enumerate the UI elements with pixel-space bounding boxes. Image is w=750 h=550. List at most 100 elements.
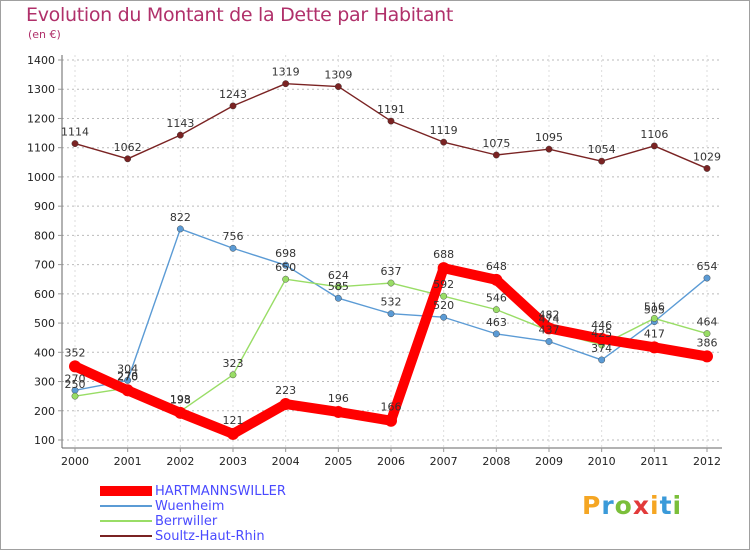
data-point bbox=[648, 341, 661, 354]
data-label: 1309 bbox=[324, 69, 352, 82]
data-label: 193 bbox=[170, 393, 191, 406]
data-label: 688 bbox=[433, 248, 454, 261]
data-point bbox=[69, 360, 81, 373]
y-tick-label: 900 bbox=[34, 200, 55, 213]
legend-label: HARTMANNSWILLER bbox=[155, 484, 286, 499]
data-label: 270 bbox=[117, 370, 138, 383]
data-label: 417 bbox=[644, 327, 665, 340]
y-tick-label: 1100 bbox=[27, 142, 55, 155]
data-point bbox=[334, 294, 342, 302]
data-point bbox=[703, 330, 711, 337]
data-point bbox=[334, 283, 342, 291]
data-label: 516 bbox=[644, 300, 665, 313]
data-label: 198 bbox=[170, 393, 191, 406]
data-point bbox=[229, 102, 237, 110]
data-point bbox=[229, 371, 237, 379]
x-tick-label: 2010 bbox=[588, 455, 616, 468]
data-point bbox=[598, 356, 606, 364]
data-point bbox=[385, 414, 397, 427]
legend-swatch bbox=[100, 520, 152, 522]
x-tick-label: 2007 bbox=[430, 455, 458, 468]
y-tick-label: 700 bbox=[34, 259, 55, 272]
x-tick-label: 2000 bbox=[61, 455, 89, 468]
x-tick-label: 2011 bbox=[640, 455, 668, 468]
data-label: 482 bbox=[539, 308, 560, 321]
y-tick-label: 1400 bbox=[27, 54, 55, 67]
data-point bbox=[543, 322, 555, 335]
data-label: 1029 bbox=[693, 150, 721, 163]
y-tick-label: 200 bbox=[34, 405, 55, 418]
data-point bbox=[124, 155, 132, 163]
x-tick-label: 2001 bbox=[114, 455, 142, 468]
data-label: 1095 bbox=[535, 131, 563, 144]
x-tick-label: 2006 bbox=[377, 455, 405, 468]
data-label: 386 bbox=[697, 336, 718, 349]
data-label: 520 bbox=[433, 299, 454, 312]
x-tick-label: 2003 bbox=[219, 455, 247, 468]
data-label: 223 bbox=[275, 384, 296, 397]
y-tick-label: 400 bbox=[34, 346, 55, 359]
data-point bbox=[279, 398, 292, 411]
data-point bbox=[492, 306, 500, 314]
data-point bbox=[176, 131, 184, 139]
x-tick-label: 2009 bbox=[535, 455, 563, 468]
data-label: 463 bbox=[486, 316, 507, 329]
data-point bbox=[703, 274, 711, 282]
data-point bbox=[174, 406, 187, 419]
data-label: 698 bbox=[275, 247, 296, 260]
data-label: 505 bbox=[644, 304, 665, 317]
y-tick-label: 800 bbox=[34, 229, 55, 242]
data-label: 446 bbox=[591, 319, 612, 332]
data-label: 196 bbox=[328, 392, 349, 405]
data-label: 532 bbox=[381, 296, 402, 309]
data-label: 1143 bbox=[166, 117, 194, 130]
data-point bbox=[71, 392, 79, 400]
x-tick-label: 2008 bbox=[482, 455, 510, 468]
data-label: 1062 bbox=[114, 141, 142, 154]
y-tick-label: 1000 bbox=[27, 171, 55, 184]
data-point bbox=[701, 350, 713, 363]
legend-label: Berrwiller bbox=[155, 514, 218, 529]
data-point bbox=[650, 142, 658, 150]
data-point bbox=[387, 279, 395, 287]
data-point bbox=[282, 275, 290, 283]
data-label: 1114 bbox=[61, 126, 89, 139]
data-point bbox=[387, 117, 395, 125]
data-label: 121 bbox=[223, 414, 244, 427]
data-label: 474 bbox=[539, 313, 560, 326]
data-point bbox=[440, 313, 448, 321]
proxiti-logo: Proxiti bbox=[582, 491, 683, 520]
data-label: 822 bbox=[170, 211, 191, 224]
data-point bbox=[387, 310, 395, 318]
data-label: 1054 bbox=[588, 143, 616, 156]
data-point bbox=[282, 261, 290, 269]
y-tick-label: 500 bbox=[34, 317, 55, 330]
data-point bbox=[71, 140, 79, 148]
data-point bbox=[440, 138, 448, 146]
data-point bbox=[229, 244, 237, 252]
y-tick-label: 1300 bbox=[27, 83, 55, 96]
data-label: 650 bbox=[275, 261, 296, 274]
data-label: 1106 bbox=[640, 128, 668, 141]
data-point bbox=[332, 405, 345, 418]
data-label: 648 bbox=[486, 260, 507, 273]
data-point bbox=[490, 273, 503, 286]
data-label: 304 bbox=[117, 362, 138, 375]
data-point bbox=[227, 427, 239, 440]
x-tick-label: 2004 bbox=[272, 455, 300, 468]
data-label: 592 bbox=[433, 278, 454, 291]
data-point bbox=[595, 332, 608, 345]
data-point bbox=[437, 262, 450, 275]
data-label: 437 bbox=[539, 323, 560, 336]
data-label: 637 bbox=[381, 265, 402, 278]
data-label: 1119 bbox=[430, 124, 458, 137]
y-tick-label: 100 bbox=[34, 434, 55, 447]
y-tick-label: 1200 bbox=[27, 112, 55, 125]
x-tick-label: 2002 bbox=[166, 455, 194, 468]
legend-swatch bbox=[100, 486, 152, 496]
data-point bbox=[545, 338, 553, 345]
data-point bbox=[650, 314, 658, 322]
data-label: 624 bbox=[328, 269, 349, 282]
